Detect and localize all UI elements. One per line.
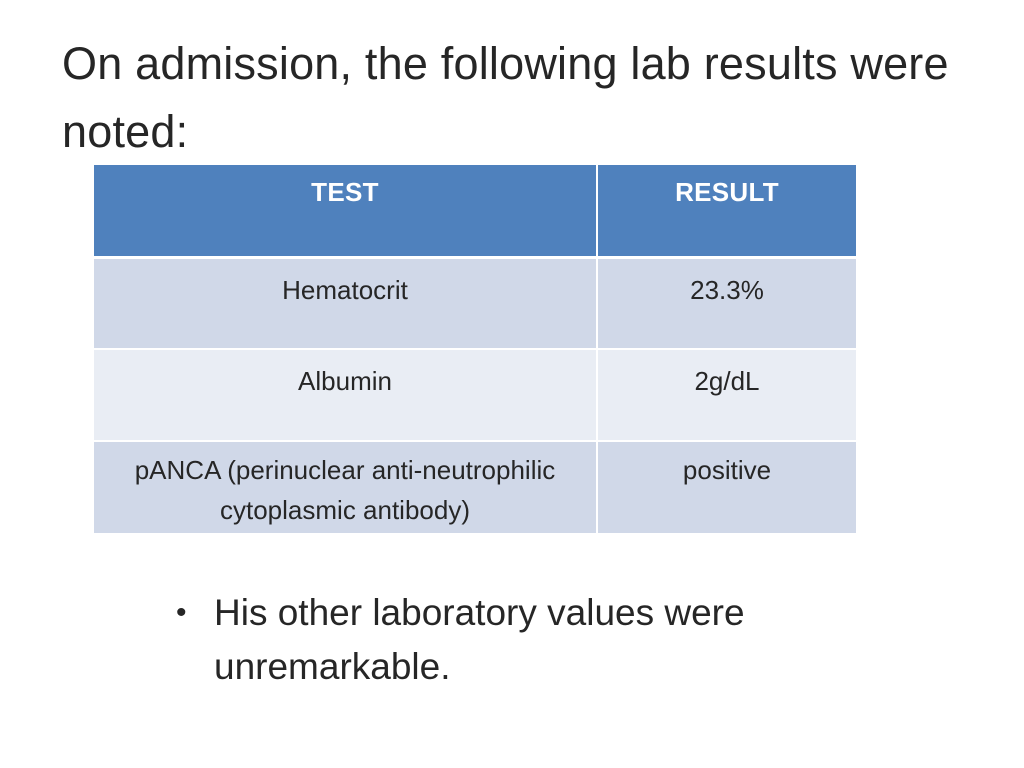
test-name-cell: Hematocrit bbox=[92, 256, 598, 349]
table-row: pANCA (perinuclear anti-neutrophilic cyt… bbox=[92, 440, 858, 533]
result-value-cell: 2g/dL bbox=[596, 348, 858, 441]
bullet-text: His other laboratory values were unremar… bbox=[214, 592, 745, 687]
slide-title: On admission, the following lab results … bbox=[62, 38, 949, 157]
table-row: Albumin 2g/dL bbox=[92, 348, 858, 441]
column-header-test: TEST bbox=[92, 165, 598, 259]
bullet-item: • His other laboratory values were unrem… bbox=[176, 586, 936, 694]
result-value-cell: positive bbox=[596, 440, 858, 533]
lab-results-table: TEST RESULT Hematocrit 23.3% Albumin 2g/… bbox=[92, 165, 858, 533]
test-name-cell: pANCA (perinuclear anti-neutrophilic cyt… bbox=[92, 440, 598, 533]
table-header-row: TEST RESULT bbox=[92, 165, 858, 259]
bullet-dot-icon: • bbox=[176, 596, 187, 629]
column-header-result: RESULT bbox=[596, 165, 858, 259]
test-name-cell: Albumin bbox=[92, 348, 598, 441]
table-row: Hematocrit 23.3% bbox=[92, 256, 858, 349]
bullet-list: • His other laboratory values were unrem… bbox=[176, 586, 936, 694]
result-value-cell: 23.3% bbox=[596, 256, 858, 349]
